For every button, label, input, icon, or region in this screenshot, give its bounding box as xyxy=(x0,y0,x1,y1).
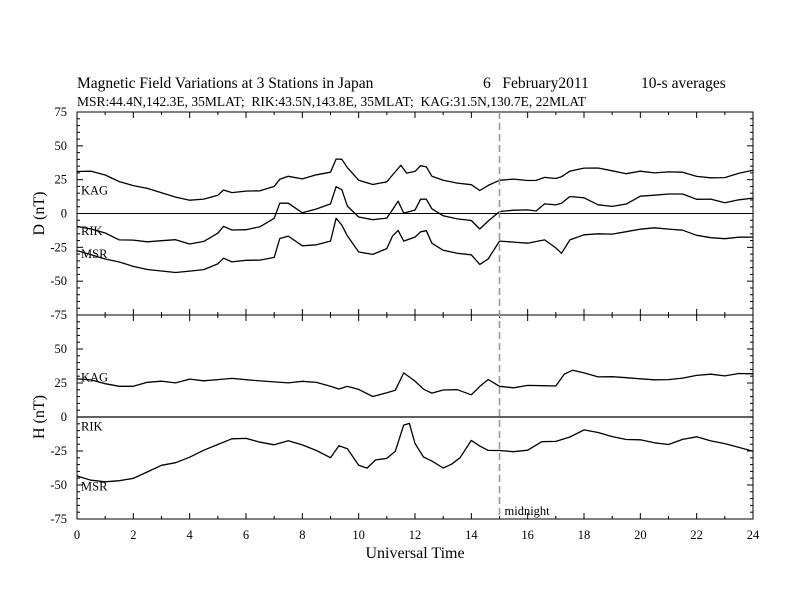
y-tick-label-h: 25 xyxy=(55,376,68,390)
y-axis-label-d: D (nT) xyxy=(31,192,48,236)
x-tick-label: 20 xyxy=(634,528,647,542)
x-tick-label: 6 xyxy=(243,528,249,542)
x-tick-label: 4 xyxy=(187,528,194,542)
series-line-msr-d xyxy=(76,217,754,274)
y-tick-label-h: 0 xyxy=(61,410,67,424)
y-axis-label-h: H (nT) xyxy=(31,395,48,439)
y-tick-label-d: -25 xyxy=(50,240,67,254)
series-label-rik-d: RIK xyxy=(81,224,103,238)
y-tick-label-d: -50 xyxy=(50,274,67,288)
series-label-rik-h: RIK xyxy=(81,420,103,434)
x-tick-label: 24 xyxy=(747,528,760,542)
y-tick-label-d: 25 xyxy=(55,173,68,187)
series-line-kag-d xyxy=(76,158,754,201)
series-label-msr-h: MSR xyxy=(81,479,108,493)
x-tick-label: 18 xyxy=(578,528,591,542)
plot-area: 75 50 25 0 -25 -50 -75 D (nT) KAG RIK MSR 50 25 0 -25 -… xyxy=(31,105,760,542)
series-line-msr-h xyxy=(76,422,754,483)
y-tick-label-d: 0 xyxy=(61,207,67,221)
series-label-msr-d: MSR xyxy=(81,247,108,261)
x-tick-label: 8 xyxy=(299,528,305,542)
x-tick-label: 14 xyxy=(465,528,478,542)
x-tick-label: 16 xyxy=(521,528,534,542)
series-line-kag-h xyxy=(76,369,754,398)
y-tick-label-h: -75 xyxy=(50,512,67,526)
y-tick-label-h: 50 xyxy=(55,342,68,356)
chart-averaging-note: 10-s averages xyxy=(641,75,726,92)
y-tick-label-d: -75 xyxy=(50,308,67,322)
y-tick-label-h: -25 xyxy=(50,444,67,458)
midnight-label: midnight xyxy=(505,504,551,518)
station-info-subtitle: MSR:44.4N,142.3E, 35MLAT; RIK:43.5N,143.… xyxy=(77,94,587,109)
x-axis-label: Universal Time xyxy=(365,545,464,562)
y-tick-label-d: 75 xyxy=(55,105,68,119)
x-tick-label: 22 xyxy=(690,528,703,542)
series-label-kag-d: KAG xyxy=(81,183,108,197)
x-tick-label: 12 xyxy=(409,528,422,542)
y-tick-label-d: 50 xyxy=(55,139,68,153)
chart-title: Magnetic Field Variations at 3 Stations … xyxy=(77,75,374,92)
y-tick-label-h: -50 xyxy=(50,478,67,492)
series-line-rik-d xyxy=(76,186,754,245)
x-tick-label: 0 xyxy=(74,528,80,542)
x-tick-label: 2 xyxy=(130,528,136,542)
chart-date: 6 February2011 xyxy=(483,75,589,92)
x-tick-label: 10 xyxy=(352,528,365,542)
series-label-kag-h: KAG xyxy=(81,371,108,385)
